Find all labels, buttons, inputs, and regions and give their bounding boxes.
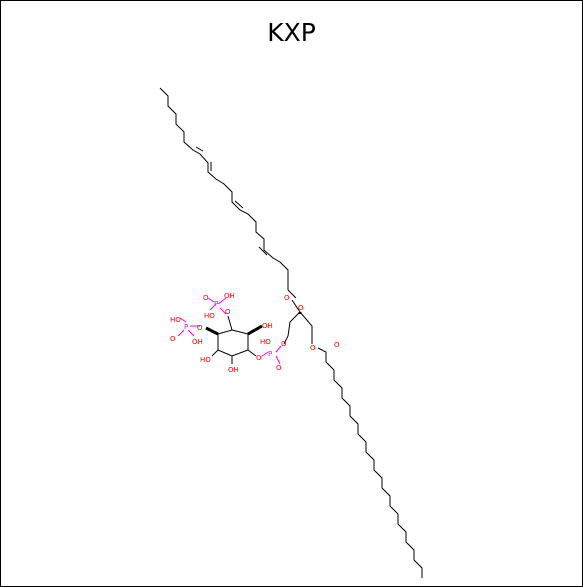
p1-bond-double: [207, 297, 215, 303]
ester-o-c-1: [291, 299, 301, 313]
atom-o-ester1: O: [298, 304, 304, 312]
ring-bond-o-p2: [205, 326, 219, 336]
ring-bond-oh-top: [247, 324, 263, 336]
double-bond-1: [195, 146, 204, 152]
glycerol-to-ester2: [299, 311, 313, 344]
p2-bond-ho: [179, 317, 187, 323]
glycerol-bonds: [287, 311, 301, 337]
p2-bond-double: [177, 329, 185, 337]
ring-bond-o-p1: [227, 315, 233, 331]
atom-o-carbonyl2: O: [334, 341, 340, 349]
atom-o-glycerol-phosphate: O: [281, 340, 287, 348]
atom-o-diester-double: O: [276, 364, 282, 372]
atom-o-ring-phosphate: O: [256, 354, 262, 362]
atom-p1: P: [214, 300, 218, 308]
bond-p-o-double: [275, 355, 281, 365]
lower-chain-bonds: [317, 347, 423, 578]
atom-ho-ring-left: HO: [200, 356, 211, 364]
upper-acyl-chain: [159, 87, 301, 313]
ring-bonds: [217, 329, 249, 357]
double-bond-4: [258, 246, 268, 256]
atom-p2: P: [184, 323, 188, 331]
inositol-ring: [205, 315, 263, 364]
phosphate-groups: [177, 297, 227, 337]
bond-o-p: [275, 345, 282, 353]
atom-o-carbonyl1: O: [284, 294, 290, 302]
atom-p2-o: O: [170, 335, 176, 343]
upper-chain-bonds: [159, 87, 289, 290]
atom-p2-ho: HO: [170, 316, 181, 324]
atom-p-diester: P: [268, 350, 272, 358]
molecule-title: KXP: [267, 18, 316, 47]
atom-o-ring-p1: O: [225, 308, 231, 316]
ring-bond-ho-left: [211, 349, 219, 357]
atom-p1-o: O: [203, 294, 209, 302]
atom-p1-oh: OH: [224, 292, 235, 300]
bond-p-o-ring: [261, 351, 269, 357]
ring-bond-o-right: [247, 349, 257, 357]
p1-bond-ho: [209, 303, 217, 311]
atom-o-ester2: O: [310, 344, 316, 352]
phosphodiester-linker: [261, 335, 289, 365]
bond-glycerol-o: [283, 335, 289, 345]
atom-oh-ring-bottom: OH: [228, 366, 239, 374]
p2-bond-oh: [187, 329, 195, 337]
atom-ho-diester: HO: [260, 338, 271, 346]
double-bond-3: [234, 200, 244, 209]
glycerol-and-lower-chain: [287, 311, 423, 578]
atom-o-ring-p2: O: [197, 324, 203, 332]
atom-labels: O O O O O P HO O O OH OH HO O P OH HO O …: [170, 292, 340, 374]
atom-p1-ho: HO: [204, 312, 215, 320]
p1-bond-oh: [217, 297, 227, 305]
atom-oh-ring-top: OH: [262, 322, 273, 330]
p1-bond-o: [219, 307, 227, 315]
atom-p2-oh: OH: [192, 338, 203, 346]
ester-c-o-1: [287, 289, 297, 299]
